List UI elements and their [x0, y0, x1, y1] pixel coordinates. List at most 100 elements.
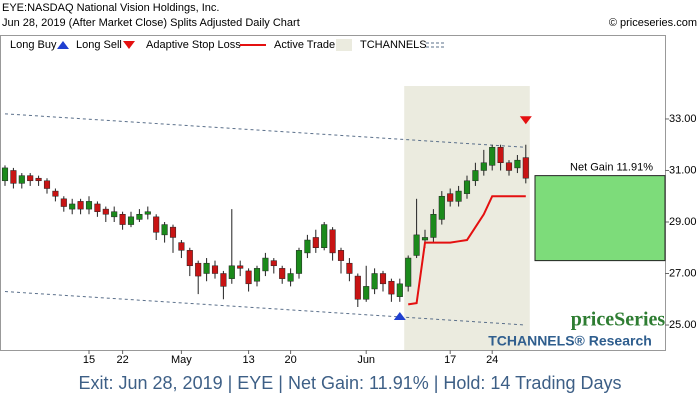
candle-body [379, 273, 387, 285]
legend-trade-symbol [336, 39, 352, 51]
chart-subtitle: Jun 28, 2019 (After Market Close) Splits… [2, 17, 300, 29]
candle-body [346, 262, 353, 274]
candle-body [245, 270, 252, 285]
channel-line [4, 291, 526, 326]
candle-body [102, 208, 109, 215]
buy-arrow [393, 312, 406, 321]
y-tick-label: 33.00 [669, 113, 697, 125]
candle-body [270, 260, 277, 267]
copyright: © priceseries.com [609, 17, 697, 29]
candle-body [279, 268, 286, 279]
candle-body [119, 214, 126, 225]
x-tick-label: 17 [444, 354, 456, 366]
candle-body [354, 275, 361, 300]
candle-body [472, 170, 479, 182]
candle-body [127, 216, 135, 225]
y-tick-label: 29.00 [669, 216, 697, 228]
candle-body [262, 257, 269, 272]
x-tick-label: 15 [83, 354, 95, 366]
candle-body [144, 211, 151, 215]
candle-body [405, 257, 412, 287]
x-tick-label: 13 [242, 354, 254, 366]
candle-body [85, 201, 93, 210]
watermark: priceSeries [571, 309, 666, 331]
candle-body [169, 226, 177, 238]
net-gain-label: Net Gain 11.91% [570, 162, 653, 174]
candle-body [321, 224, 328, 248]
candle-body [161, 224, 168, 236]
candle-body [10, 170, 17, 184]
candle-body [337, 250, 345, 261]
footer: Exit: Jun 28, 2019 | EYE | Net Gain: 11.… [79, 373, 622, 393]
candle-body [396, 283, 403, 297]
x-tick-label: 20 [284, 354, 296, 366]
legend-label: Adaptive Stop Loss [146, 39, 241, 51]
x-tick-label: 24 [486, 354, 498, 366]
candle-body [18, 175, 25, 184]
stop-loss-line [408, 195, 526, 306]
candle-body [1, 167, 9, 182]
y-tick-label: 31.00 [669, 164, 697, 176]
candle-body [52, 190, 59, 197]
legend-label: TCHANNELS [360, 39, 427, 51]
candle-body [35, 177, 42, 182]
candle-body [253, 268, 261, 282]
legend-sell-symbol [123, 41, 135, 49]
candle-body [430, 214, 437, 238]
y-tick-label: 27.00 [669, 267, 697, 279]
candle-body [304, 239, 311, 254]
x-tick-label: May [171, 354, 192, 366]
candle-body [211, 265, 219, 274]
watermark-sub: TCHANNELS® Research [488, 333, 652, 349]
candle-body [203, 262, 210, 274]
legend: Long Buy Long Sell Adaptive Stop Loss Activ… [2, 37, 452, 53]
candle-body [388, 280, 395, 295]
candle-body [455, 190, 462, 202]
candle-body [489, 147, 496, 166]
active-trade-area [404, 86, 530, 350]
candle-body [237, 265, 244, 269]
candle-body [153, 216, 160, 233]
candle-body [94, 203, 101, 212]
candle-body [111, 211, 118, 218]
candle-body [195, 262, 202, 277]
candle-body [312, 237, 319, 248]
candle-body [438, 195, 445, 220]
candle-body [69, 203, 76, 210]
legend-label: Long Buy [10, 39, 57, 51]
candle-body [295, 250, 303, 274]
candle-body [363, 286, 370, 300]
candle-body [43, 180, 51, 189]
sell-arrow [519, 116, 532, 125]
chart-title: EYE:NASDAQ National Vision Holdings, Inc… [2, 2, 219, 14]
candle-body [136, 214, 143, 220]
candle-body [421, 237, 429, 241]
candle-body [497, 147, 504, 164]
legend-buy-symbol [57, 41, 69, 49]
candle-body [186, 250, 193, 267]
candle-body [447, 193, 454, 202]
candle-body [60, 198, 67, 207]
candle-body [329, 229, 336, 254]
y-tick-label: 25.00 [669, 319, 697, 331]
candle-body [514, 159, 521, 169]
candle-body [287, 273, 294, 282]
x-tick-label: 22 [116, 354, 128, 366]
candle-body [371, 273, 378, 290]
legend-label: Active Trade [274, 39, 335, 51]
candle-body [480, 162, 487, 171]
x-tick-label: Jun [357, 354, 375, 366]
candle-body [77, 201, 84, 210]
candle-body [228, 265, 235, 279]
candle-body [178, 242, 185, 251]
candle-body [522, 157, 529, 179]
channel-line [4, 113, 526, 148]
candle-body [413, 234, 420, 256]
legend-label: Long Sell [76, 39, 122, 51]
candle-body [463, 180, 471, 194]
candle-body [220, 273, 227, 287]
net-gain-box [534, 175, 666, 262]
candle-body [505, 162, 513, 171]
candle-body [27, 175, 34, 182]
